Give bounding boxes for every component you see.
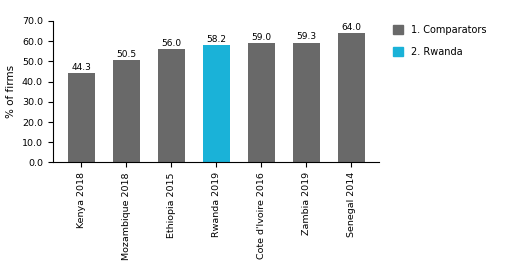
Y-axis label: % of firms: % of firms	[6, 65, 16, 118]
Text: 58.2: 58.2	[206, 35, 226, 43]
Text: 56.0: 56.0	[161, 39, 181, 48]
Legend: 1. Comparators, 2. Rwanda: 1. Comparators, 2. Rwanda	[389, 21, 490, 61]
Text: 44.3: 44.3	[71, 63, 91, 72]
Bar	[248, 43, 275, 162]
Bar	[202, 45, 230, 162]
Bar	[292, 43, 319, 162]
Text: 59.0: 59.0	[251, 33, 271, 42]
Text: 64.0: 64.0	[341, 23, 361, 32]
Bar	[67, 73, 94, 162]
Bar	[338, 33, 365, 162]
Text: 50.5: 50.5	[116, 50, 136, 59]
Text: 59.3: 59.3	[296, 32, 316, 41]
Bar	[158, 49, 184, 162]
Bar	[113, 60, 140, 162]
